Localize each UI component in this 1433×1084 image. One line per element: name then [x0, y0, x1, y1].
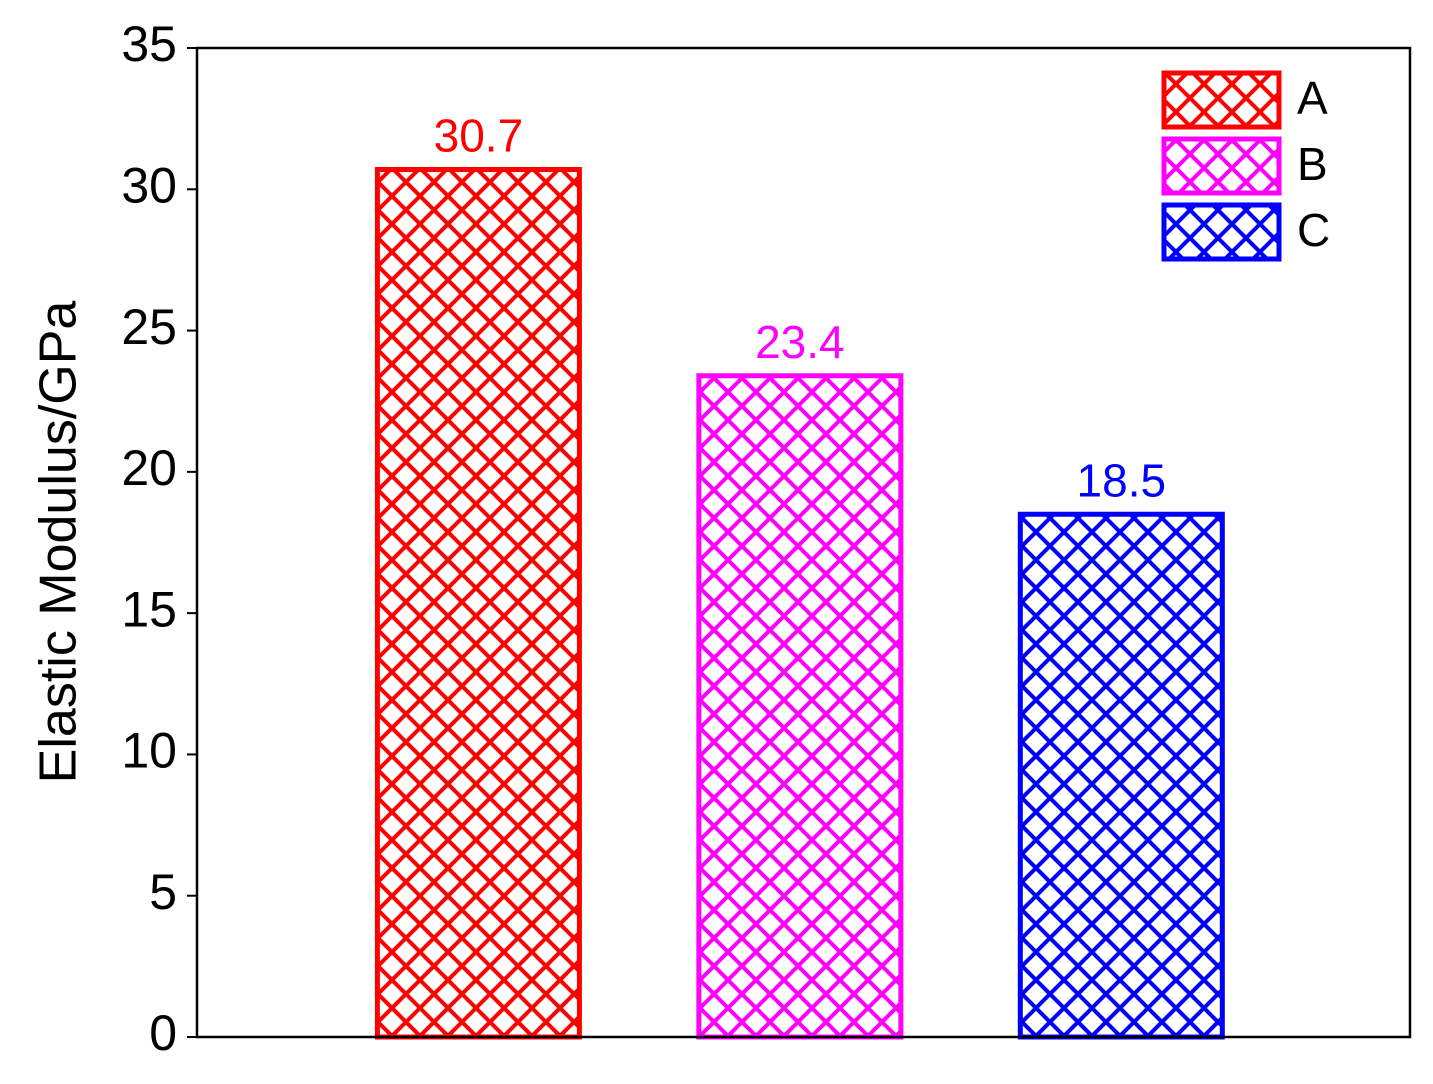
- plot-frame: [195, 46, 1412, 1039]
- y-tick-label: 10: [121, 723, 177, 779]
- legend-label: A: [1297, 72, 1328, 124]
- legend-swatch: [1161, 202, 1282, 262]
- data-label: 30.7: [434, 110, 524, 162]
- y-tick-label: 20: [121, 440, 177, 496]
- y-tick-label: 25: [121, 299, 177, 355]
- bar: [374, 167, 582, 1040]
- legend-label: B: [1297, 138, 1328, 190]
- bar: [1017, 511, 1225, 1040]
- y-tick-label: 5: [149, 864, 177, 920]
- bar: [696, 373, 904, 1040]
- y-tick-label: 35: [121, 16, 177, 72]
- data-label: 23.4: [755, 316, 845, 368]
- legend-swatch: [1161, 136, 1282, 196]
- data-label: 18.5: [1077, 454, 1167, 506]
- legend-swatch: [1161, 70, 1282, 130]
- legend-label: C: [1297, 204, 1330, 256]
- y-axis-label: Elastic Modulus/GPa: [30, 301, 88, 784]
- y-tick-label: 30: [121, 157, 177, 213]
- y-tick-label: 0: [149, 1005, 177, 1061]
- y-tick-label: 15: [121, 581, 177, 637]
